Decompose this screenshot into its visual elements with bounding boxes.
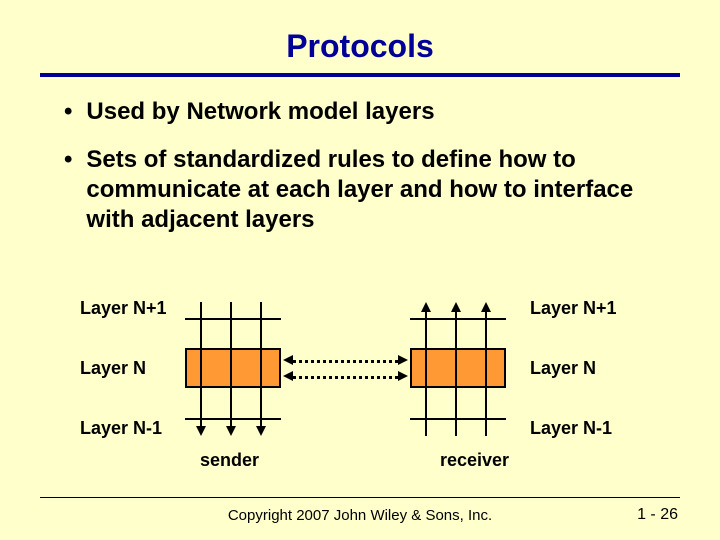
dash-arrow-line bbox=[293, 360, 398, 363]
dash-arrow-left-head bbox=[283, 355, 293, 365]
right-arrow-line bbox=[485, 312, 487, 436]
right-arrow-head bbox=[421, 302, 431, 312]
right-layer-label-bot: Layer N-1 bbox=[530, 418, 612, 439]
right-arrow-head bbox=[481, 302, 491, 312]
left-arrow-head bbox=[196, 426, 206, 436]
left-arrow-head bbox=[226, 426, 236, 436]
left-layer-label-mid: Layer N bbox=[80, 358, 146, 379]
bullet-dot-icon: • bbox=[64, 97, 72, 127]
right-layer-label-top: Layer N+1 bbox=[530, 298, 617, 319]
left-arrow-head bbox=[256, 426, 266, 436]
left-arrow-line bbox=[260, 302, 262, 426]
right-layer-label-mid: Layer N bbox=[530, 358, 596, 379]
right-arrow-line bbox=[455, 312, 457, 436]
left-arrow-line bbox=[200, 302, 202, 426]
page-number: 1 - 26 bbox=[637, 506, 678, 524]
bullet-list: • Used by Network model layers • Sets of… bbox=[0, 77, 720, 235]
bullet-dot-icon: • bbox=[64, 145, 72, 175]
dash-arrow-line bbox=[293, 376, 398, 379]
left-layer-label-top: Layer N+1 bbox=[80, 298, 167, 319]
bullet-item: • Sets of standardized rules to define h… bbox=[60, 145, 670, 235]
right-arrow-line bbox=[425, 312, 427, 436]
bullet-text: Sets of standardized rules to define how… bbox=[86, 145, 670, 235]
dash-arrow-right-head bbox=[398, 355, 408, 365]
copyright-text: Copyright 2007 John Wiley & Sons, Inc. bbox=[0, 507, 720, 524]
right-arrow-head bbox=[451, 302, 461, 312]
bullet-text: Used by Network model layers bbox=[86, 97, 434, 127]
bullet-item: • Used by Network model layers bbox=[60, 97, 670, 127]
layer-diagram: Layer N+1 Layer N Layer N-1 Layer N+1 La… bbox=[0, 290, 720, 480]
dash-arrow-left-head bbox=[283, 371, 293, 381]
sender-label: sender bbox=[200, 450, 259, 471]
left-layer-label-bot: Layer N-1 bbox=[80, 418, 162, 439]
slide-title: Protocols bbox=[0, 0, 720, 73]
receiver-label: receiver bbox=[440, 450, 509, 471]
footer-separator bbox=[40, 497, 680, 499]
left-arrow-line bbox=[230, 302, 232, 426]
dash-arrow-right-head bbox=[398, 371, 408, 381]
